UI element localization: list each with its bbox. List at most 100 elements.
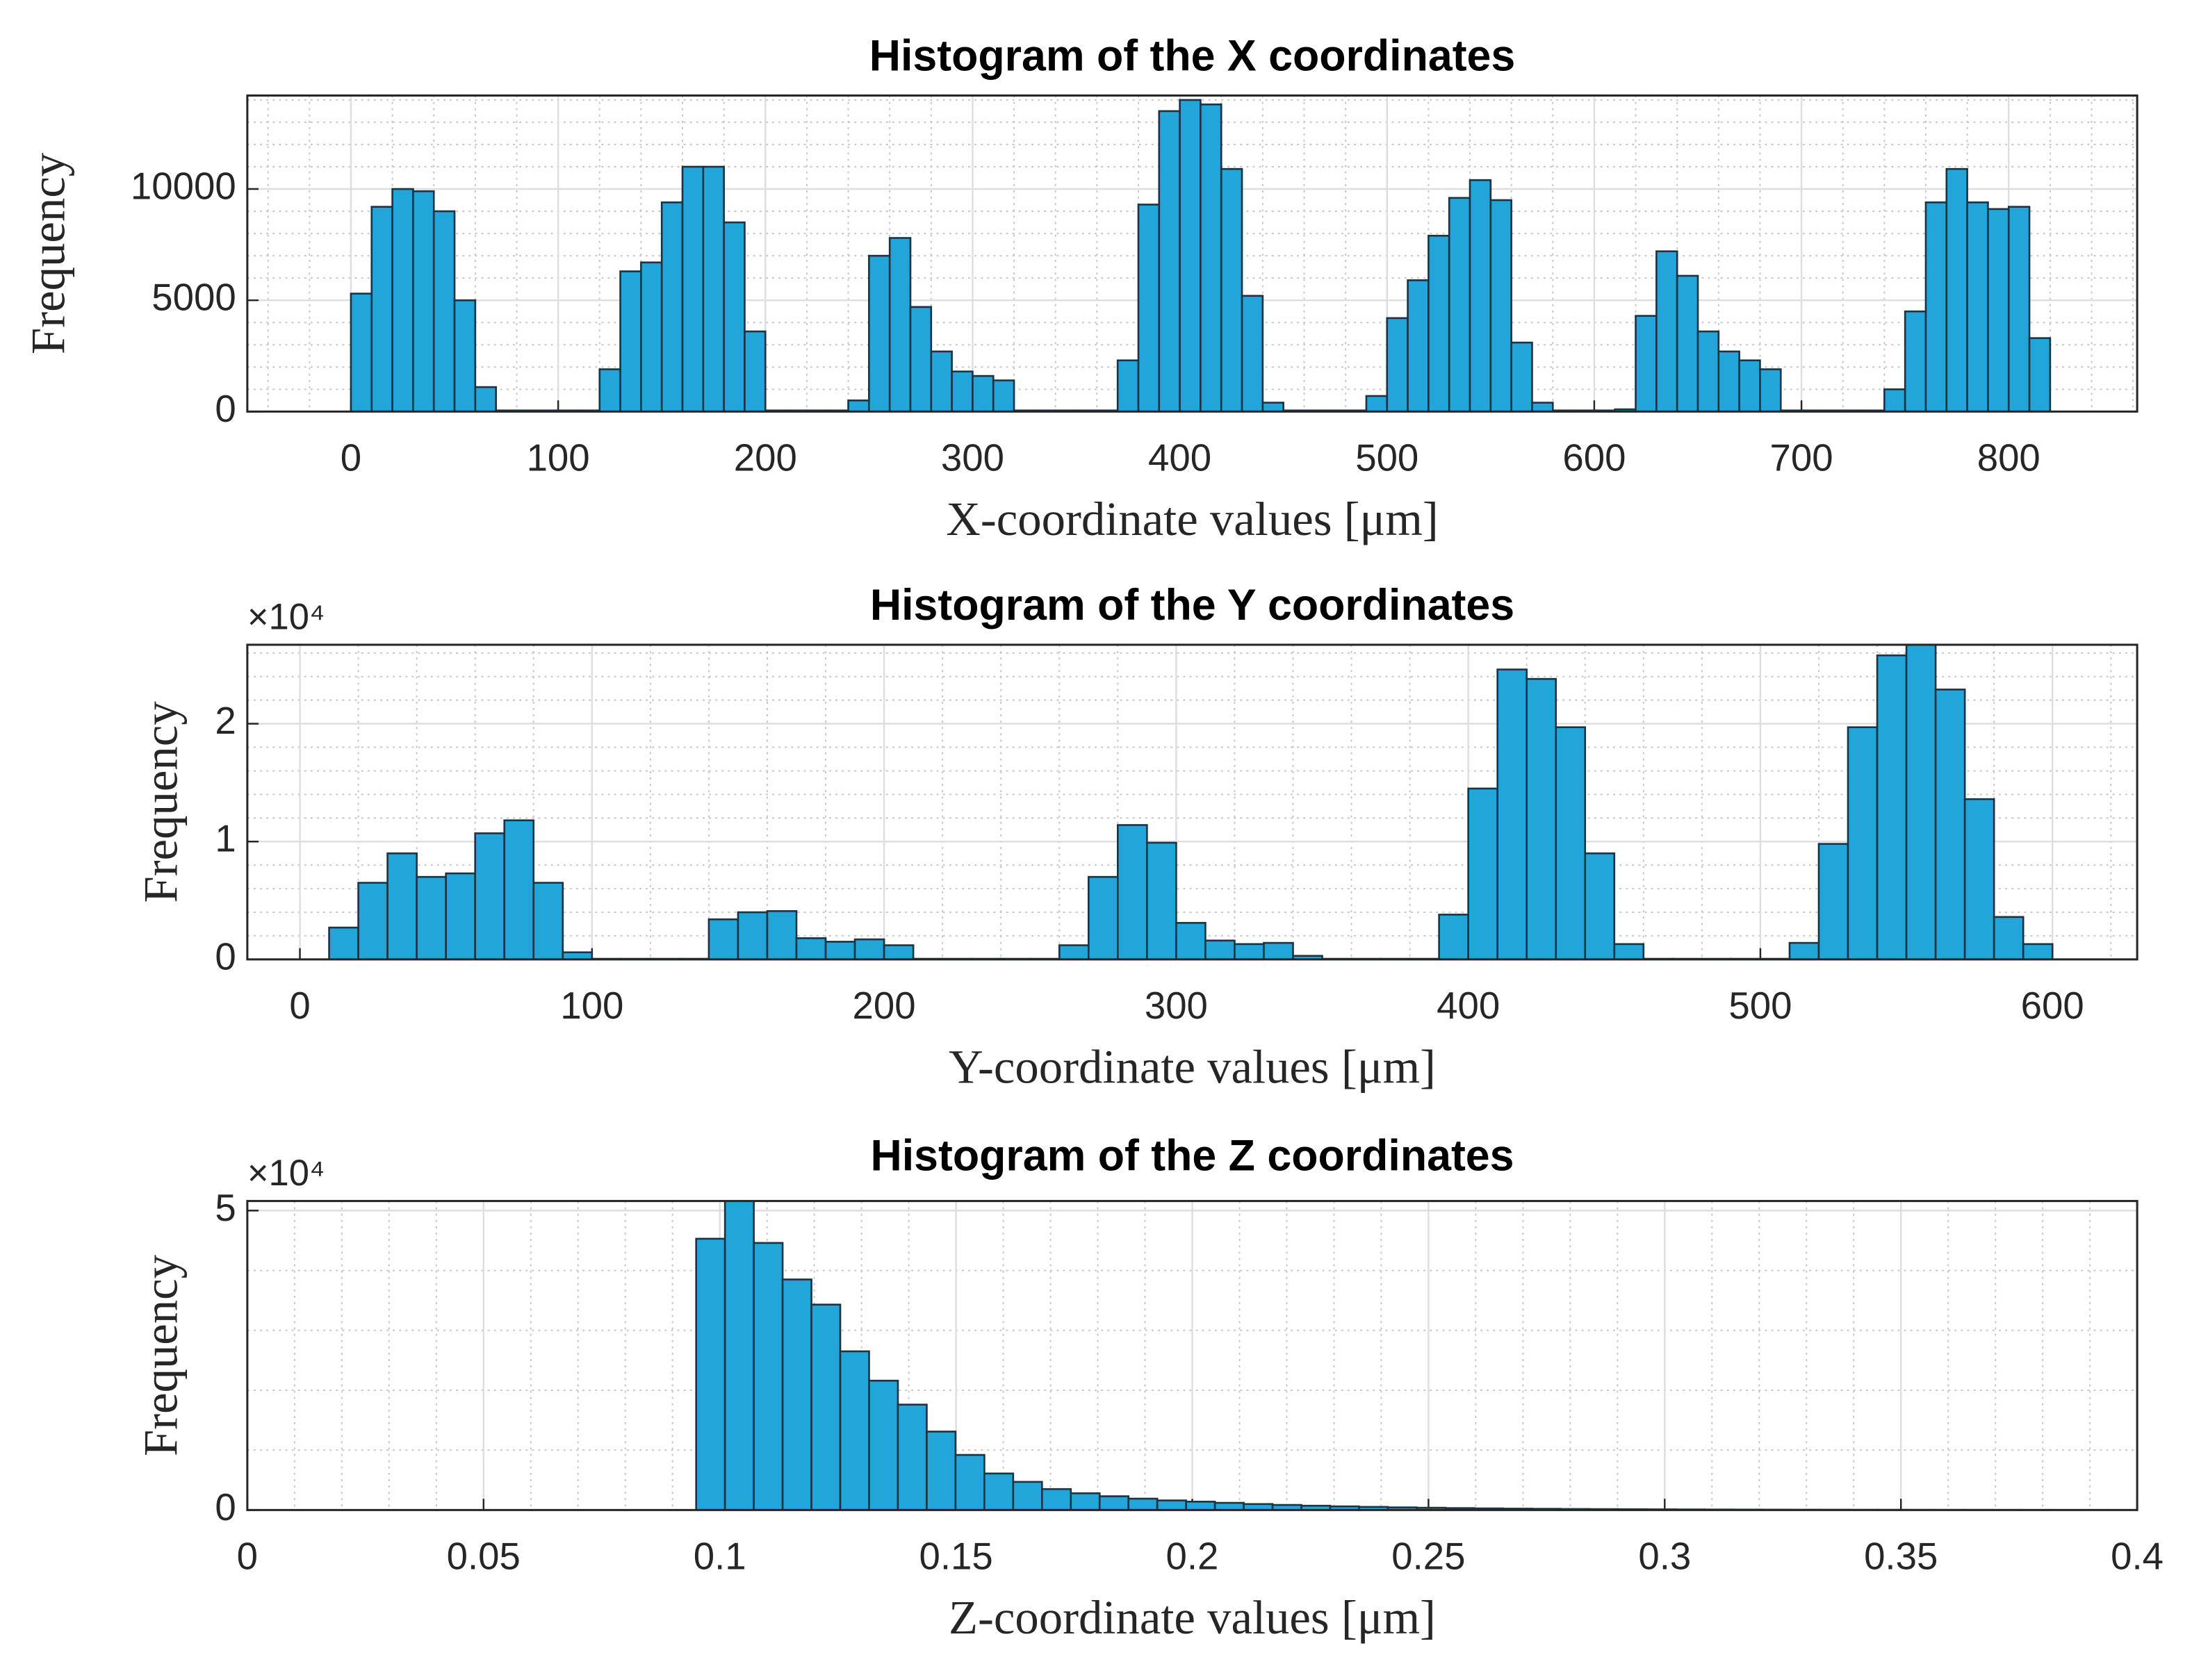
- bar: [723, 221, 746, 412]
- bar: [474, 832, 506, 960]
- bar: [926, 1431, 957, 1510]
- bar: [1428, 234, 1450, 412]
- bar: [810, 1303, 842, 1510]
- x-tick-label: 0.15: [919, 1535, 992, 1578]
- bar: [619, 270, 642, 412]
- bar: [1584, 852, 1616, 960]
- bar: [386, 852, 418, 960]
- bar: [753, 1242, 784, 1510]
- bar: [824, 941, 856, 960]
- bar: [1966, 201, 1989, 412]
- bar: [1040, 1488, 1072, 1510]
- y-tick-label: 2: [215, 700, 236, 742]
- bar: [708, 918, 739, 960]
- x-tick-label: 0.05: [447, 1535, 521, 1578]
- x-tick-label: 200: [734, 437, 797, 479]
- bar: [1213, 1501, 1245, 1510]
- bar: [737, 911, 769, 960]
- x-tick-label: 100: [527, 437, 590, 479]
- bar: [853, 938, 885, 960]
- y-multiplier: ×10⁴: [247, 596, 325, 637]
- bar: [1220, 167, 1243, 412]
- x-tick-label: 500: [1355, 437, 1418, 479]
- bar: [702, 165, 725, 412]
- bar: [1696, 330, 1720, 412]
- axes-box: [246, 1200, 2138, 1511]
- bar: [909, 306, 933, 412]
- x-tick-label: 0: [289, 985, 310, 1027]
- x-tick-label: 100: [560, 985, 623, 1027]
- bar: [1635, 315, 1658, 412]
- bar: [1234, 943, 1265, 960]
- bar: [391, 188, 414, 412]
- y-tick-label: 10000: [131, 165, 236, 207]
- bar: [1448, 197, 1471, 412]
- bar: [1263, 941, 1294, 960]
- bar: [1496, 668, 1528, 960]
- bar: [1158, 110, 1181, 412]
- bar: [2028, 337, 2052, 412]
- bar: [1963, 798, 1995, 960]
- bar: [1098, 1495, 1130, 1510]
- chart-title: Histogram of the Y coordinates: [870, 581, 1514, 629]
- bar: [1365, 395, 1389, 412]
- bar: [1200, 103, 1222, 412]
- bar: [1386, 317, 1409, 412]
- bar: [951, 370, 974, 412]
- bar: [412, 190, 435, 412]
- panel: 0 0.05 0.1 0.15 0.2 0.25 0.3 0.35 0.4 0 5 Histogram…: [134, 1131, 2164, 1643]
- bar: [1993, 916, 2025, 960]
- bar: [1469, 179, 1492, 412]
- bar: [1438, 914, 1469, 960]
- y-tick-label: 5000: [152, 277, 236, 319]
- bar: [888, 237, 912, 412]
- bar: [328, 926, 359, 960]
- bar: [1676, 274, 1699, 412]
- bar: [1241, 295, 1264, 412]
- y-tick-label: 5: [215, 1187, 236, 1229]
- bar: [1817, 843, 1849, 960]
- x-tick-label: 400: [1437, 985, 1500, 1027]
- x-tick-label: 700: [1770, 437, 1833, 479]
- bar: [930, 350, 953, 412]
- bar: [640, 261, 663, 412]
- bar: [1934, 689, 1966, 960]
- bar: [1738, 359, 1761, 412]
- bar: [868, 254, 891, 412]
- bar: [1058, 944, 1090, 960]
- bar: [1876, 654, 1908, 960]
- bar: [723, 1201, 755, 1510]
- bar: [1261, 402, 1284, 412]
- x-axis-label: X-coordinate values [μm]: [946, 493, 1439, 545]
- x-tick-label: 0.25: [1391, 1535, 1465, 1578]
- bar: [562, 951, 594, 960]
- x-tick-label: 300: [941, 437, 1004, 479]
- bar: [897, 1403, 928, 1510]
- bar: [868, 1379, 899, 1510]
- bar: [1717, 350, 1740, 412]
- x-tick-label: 600: [2021, 985, 2084, 1027]
- bar: [1292, 955, 1323, 960]
- bar: [1489, 199, 1512, 412]
- bar: [1137, 204, 1161, 412]
- bar: [370, 206, 393, 412]
- bar: [766, 909, 798, 960]
- bar: [1555, 726, 1587, 960]
- x-tick-label: 800: [1977, 437, 2040, 479]
- bar: [1116, 359, 1140, 412]
- bar: [1883, 388, 1906, 412]
- y-axis-label: Frequency: [22, 152, 75, 354]
- bar: [847, 400, 870, 412]
- bar: [795, 937, 827, 960]
- y-tick-label: 0: [215, 388, 236, 430]
- bar: [1467, 787, 1499, 960]
- bar: [954, 1453, 985, 1510]
- x-tick-label: 300: [1145, 985, 1208, 1027]
- bar: [1526, 677, 1557, 960]
- bar: [1613, 943, 1645, 960]
- bar: [744, 330, 767, 412]
- bar: [1175, 921, 1207, 960]
- bar: [1087, 875, 1119, 960]
- bar: [1987, 208, 2010, 412]
- bar: [598, 368, 621, 412]
